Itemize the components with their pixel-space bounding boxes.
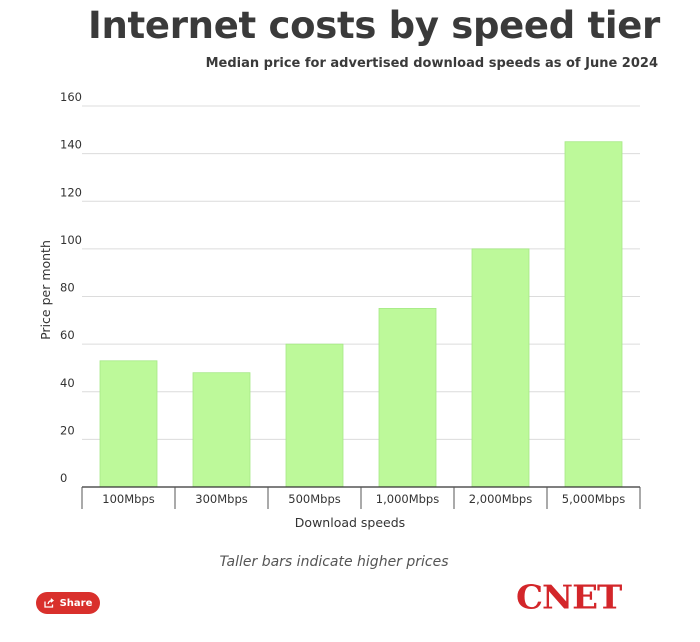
bar-chart: 0 20 40 60 80 100 120 140 160 100Mbps 300Mbps 500M… [38,90,641,530]
y-tick-label: 100 [60,233,82,247]
bar [99,360,158,488]
share-label: Share [59,597,93,609]
y-tick-label: 40 [60,376,75,390]
share-icon [43,598,54,608]
bar [378,308,437,488]
y-axis-title: Price per month [38,240,53,340]
x-axis-title: Download speeds [295,515,405,530]
y-tick-label: 20 [60,423,75,437]
x-axis-ticks: 100Mbps 300Mbps 500Mbps 1,000Mbps 2,000Mbps 5… [102,492,625,506]
x-axis [81,486,641,509]
y-tick-label: 140 [60,138,82,152]
y-tick-label: 0 [60,471,67,485]
x-tick-label: 1,000Mbps [376,492,439,506]
y-tick-label: 60 [60,328,75,342]
y-tick-label: 120 [60,185,82,199]
x-tick-label: 2,000Mbps [469,492,532,506]
y-tick-label: 80 [60,281,75,295]
chart-title: Internet costs by speed tier [88,4,660,47]
share-button[interactable]: Share [36,592,100,614]
y-axis-ticks: 0 20 40 60 80 100 120 140 160 [60,90,82,485]
chart-subtitle: Median price for advertised download spe… [205,56,658,71]
x-tick-label: 5,000Mbps [562,492,625,506]
x-tick-label: 300Mbps [195,492,247,506]
bar [564,141,623,488]
bars [99,141,623,488]
bar [471,248,530,488]
bar [192,372,251,488]
x-tick-label: 500Mbps [288,492,340,506]
x-tick-label: 100Mbps [102,492,154,506]
bar [285,343,344,488]
y-tick-label: 160 [60,90,82,104]
chart-caption: Taller bars indicate higher prices [219,554,449,570]
cnet-logo: CNET [516,579,622,618]
gridlines [82,105,640,440]
